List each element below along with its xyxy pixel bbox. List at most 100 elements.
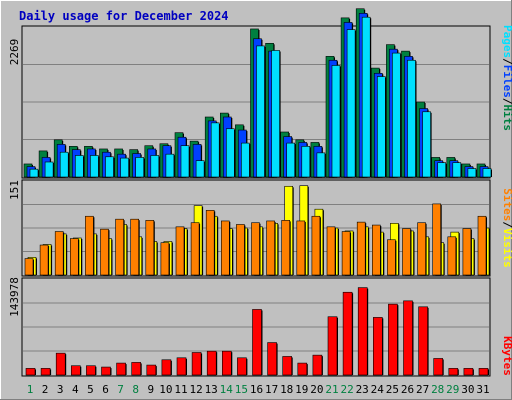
- legend-files: Files: [501, 65, 512, 98]
- bar-pages-day-15: [241, 142, 250, 178]
- bar-kbytes-day-20: [312, 354, 323, 376]
- bar-kbytes-day-2: [40, 368, 51, 376]
- bar-pages-day-11: [180, 145, 190, 178]
- bar-sites-day-8: [130, 218, 139, 276]
- bar-pages-day-7: [120, 157, 129, 178]
- day-label-9: 9: [147, 383, 154, 396]
- bar-kbytes-day-13: [206, 350, 217, 376]
- chart-bars: [23, 8, 492, 376]
- bar-pages-day-18: [286, 142, 296, 178]
- bar-kbytes-day-4: [71, 365, 81, 376]
- bar-pages-day-3: [59, 151, 69, 178]
- bar-pages-day-30: [467, 168, 477, 178]
- day-label-11: 11: [174, 383, 187, 396]
- bar-pages-day-5: [90, 155, 99, 178]
- chart-title: Daily usage for December 2024: [19, 9, 229, 23]
- bar-kbytes-day-29: [448, 368, 459, 376]
- day-label-31: 31: [476, 383, 489, 396]
- bar-pages-day-4: [75, 155, 84, 178]
- legend-pages: Pages: [501, 25, 512, 58]
- bar-sites-day-23: [356, 221, 366, 276]
- day-axis-labels: 1 2 3 4 5 6 7 8 9 10 11 12 13 14 15 16 17 18 19 20 21 22 23 24 2…: [27, 383, 490, 396]
- day-label-23: 23: [356, 383, 369, 396]
- bar-sites-day-19: [296, 220, 306, 276]
- legend-slash: /: [501, 58, 512, 65]
- day-label-25: 25: [386, 383, 399, 396]
- bar-sites-day-6: [100, 228, 109, 276]
- bar-sites-day-14: [221, 220, 230, 276]
- day-label-2: 2: [42, 383, 49, 396]
- bar-sites-day-22: [341, 231, 351, 276]
- day-label-13: 13: [205, 383, 218, 396]
- day-label-26: 26: [401, 383, 414, 396]
- bar-kbytes-day-6: [101, 366, 111, 376]
- legend-visits: Visits: [501, 228, 512, 268]
- bar-kbytes-day-26: [403, 300, 413, 376]
- bar-pages-day-19: [301, 146, 311, 178]
- bar-pages-day-20: [316, 152, 326, 178]
- legend-sites-visits: Sites/Visits: [501, 188, 512, 268]
- bar-sites-day-24: [371, 224, 381, 276]
- bar-sites-day-29: [447, 236, 457, 276]
- bar-kbytes-day-18: [282, 356, 293, 376]
- bar-kbytes-day-7: [116, 362, 126, 376]
- bar-pages-day-10: [165, 153, 175, 178]
- day-label-7: 7: [117, 383, 124, 396]
- bar-kbytes-day-8: [131, 362, 141, 376]
- day-label-18: 18: [280, 383, 293, 396]
- panel-visits-max-label: 151: [8, 180, 21, 200]
- day-label-21: 21: [325, 383, 338, 396]
- bar-kbytes-day-25: [388, 303, 398, 376]
- day-label-8: 8: [132, 383, 139, 396]
- bar-kbytes-day-30: [463, 368, 474, 376]
- bar-sites-day-20: [311, 215, 321, 276]
- day-label-28: 28: [431, 383, 444, 396]
- bar-pages-day-8: [135, 157, 144, 178]
- day-label-4: 4: [72, 383, 79, 396]
- bar-pages-day-16: [256, 45, 265, 178]
- legend-kbytes: KBytes: [501, 336, 512, 376]
- bar-pages-day-6: [105, 156, 114, 178]
- bar-sites-day-30: [462, 228, 472, 276]
- day-label-1: 1: [27, 383, 34, 396]
- bar-kbytes-day-5: [86, 365, 96, 376]
- bar-sites-day-1: [24, 258, 34, 276]
- bar-pages-day-1: [29, 168, 39, 178]
- bar-sites-day-27: [417, 222, 426, 276]
- bar-pages-day-28: [437, 162, 447, 178]
- bar-pages-day-13: [210, 122, 220, 178]
- bar-pages-day-17: [271, 50, 280, 178]
- bar-pages-day-23: [361, 16, 371, 178]
- bar-sites-day-3: [54, 231, 64, 276]
- day-label-6: 6: [102, 383, 109, 396]
- bar-pages-day-31: [482, 168, 492, 178]
- bar-sites-day-13: [205, 210, 215, 276]
- bar-sites-day-4: [70, 238, 79, 276]
- bar-sites-day-17: [266, 220, 275, 276]
- bar-kbytes-day-19: [297, 362, 308, 376]
- bar-kbytes-day-14: [222, 350, 232, 376]
- bar-kbytes-day-12: [191, 352, 202, 376]
- bar-kbytes-day-21: [327, 316, 338, 376]
- bar-pages-day-24: [376, 76, 386, 178]
- day-label-10: 10: [159, 383, 172, 396]
- legend-slash: /: [501, 221, 512, 228]
- bar-pages-day-14: [226, 128, 235, 178]
- day-label-3: 3: [57, 383, 64, 396]
- bar-sites-day-15: [236, 224, 245, 276]
- bar-sites-day-5: [85, 215, 94, 276]
- day-label-29: 29: [446, 383, 459, 396]
- day-label-15: 15: [235, 383, 248, 396]
- bar-kbytes-day-1: [25, 368, 36, 376]
- bar-pages-day-29: [452, 162, 462, 178]
- bar-kbytes-day-9: [146, 364, 157, 376]
- bar-sites-day-11: [175, 226, 185, 276]
- bar-kbytes-day-27: [418, 306, 428, 376]
- day-label-17: 17: [265, 383, 278, 396]
- bar-pages-day-22: [346, 29, 356, 178]
- panel-kbytes-max-label: 143978: [8, 277, 21, 317]
- bar-kbytes-day-3: [55, 352, 66, 376]
- day-label-12: 12: [189, 383, 202, 396]
- day-label-5: 5: [87, 383, 94, 396]
- bar-kbytes-day-16: [252, 309, 262, 376]
